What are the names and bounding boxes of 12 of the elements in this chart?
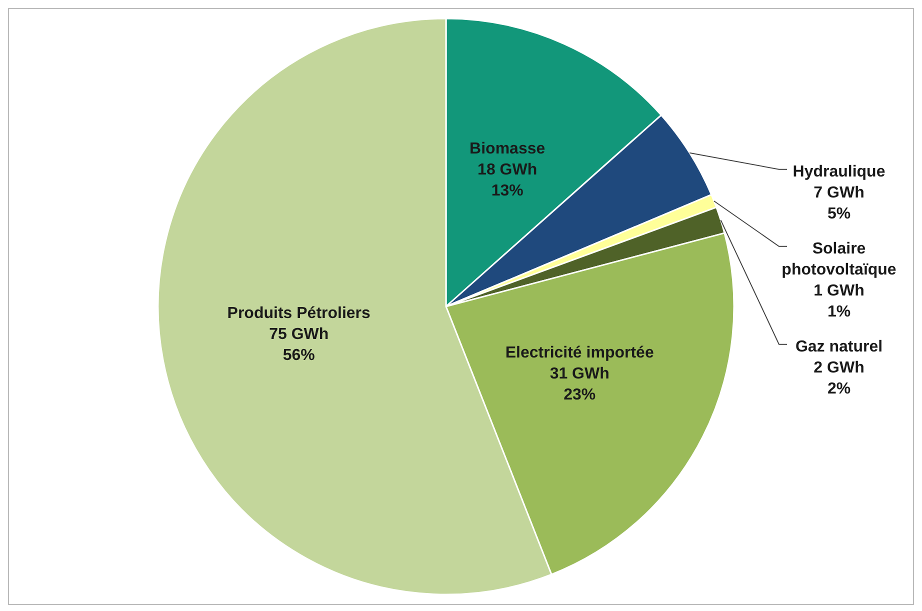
slice-label: Electricité importée: [505, 344, 654, 362]
slice-label: Hydraulique: [792, 163, 886, 180]
slice-label: Solaire photovoltaïque: [782, 240, 896, 278]
data-label: 1 GWh 1%: [814, 282, 864, 320]
slice-label: Gaz naturel: [795, 338, 883, 356]
data-label: 31 GWh 23%: [550, 366, 610, 404]
data-label: 75 GWh 56%: [269, 326, 329, 364]
slice-label: Biomasse: [470, 140, 546, 158]
data-label: 7 GWh 5%: [814, 184, 864, 222]
slice-label: Produits Pétroliers: [227, 304, 371, 322]
data-label: 2 GWh 2%: [814, 359, 864, 398]
data-label: 18 GWh 13%: [478, 161, 538, 200]
